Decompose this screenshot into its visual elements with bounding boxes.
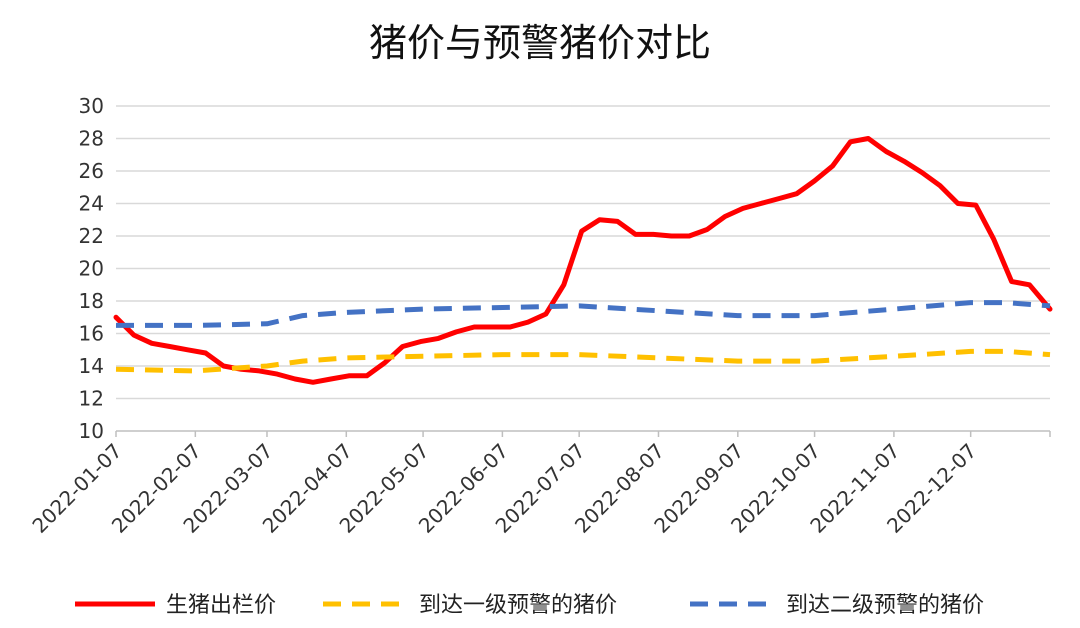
legend-label: 到达一级预警的猪价 <box>419 593 617 618</box>
series-line-1 <box>113 136 1053 385</box>
y-tick-label: 22 <box>79 224 104 248</box>
y-tick-label: 20 <box>79 257 104 281</box>
y-tick-label: 12 <box>79 387 104 411</box>
y-tick-label: 10 <box>79 419 104 443</box>
chart-title: 猪价与预警猪价对比 <box>368 21 711 65</box>
legend-label: 生猪出栏价 <box>166 593 276 618</box>
y-tick-label: 14 <box>79 354 104 378</box>
y-tick-label: 24 <box>79 192 104 216</box>
grid-layer <box>116 105 1050 400</box>
series-layer <box>113 136 1053 385</box>
y-tick-label: 18 <box>79 289 104 313</box>
series-line-2 <box>115 348 1051 374</box>
y-tick-label: 16 <box>79 322 104 346</box>
legend-label: 到达二级预警的猪价 <box>786 593 984 618</box>
legend: 生猪出栏价 到达一级预警的猪价 到达二级预警的猪价 <box>75 593 984 618</box>
y-tick-label: 30 <box>79 94 104 118</box>
y-tick-label: 28 <box>79 127 104 151</box>
y-tick-label: 26 <box>79 159 104 183</box>
series-line-3 <box>116 300 1051 328</box>
